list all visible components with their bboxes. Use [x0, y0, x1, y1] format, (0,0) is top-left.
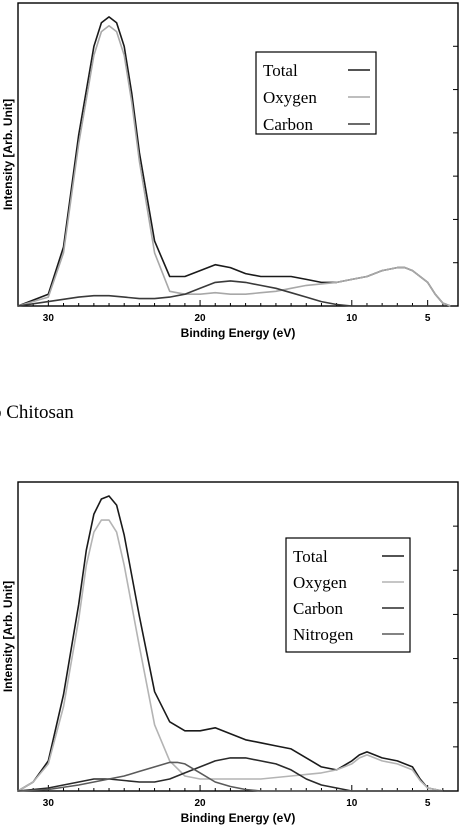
- legend-label-oxygen: Oxygen: [293, 573, 347, 592]
- chart-panel-1: 30 20 10 5 Binding Energy (eV) Intensity [Arb…: [1, 2, 459, 340]
- legend-label-carbon: Carbon: [263, 115, 314, 134]
- legend-label-total: Total: [293, 547, 328, 566]
- legend-label-carbon: Carbon: [293, 599, 344, 618]
- series-line-oxygen: [17, 519, 443, 792]
- series-line-oxygen: [17, 25, 451, 307]
- series-line-carbon: [17, 280, 443, 307]
- x-tick-label: 30: [43, 798, 55, 809]
- series-line-total: [17, 495, 443, 792]
- caption-b: b Chitosan: [0, 402, 74, 423]
- plot-frame: [17, 481, 459, 792]
- legend-label-oxygen: Oxygen: [263, 88, 317, 107]
- x-tick-label: 10: [346, 798, 358, 809]
- plot-frame: [17, 2, 459, 307]
- series-line-total: [17, 16, 451, 307]
- x-tick-label: 30: [43, 313, 55, 324]
- series-line-nitrogen: [17, 761, 443, 792]
- legend-box: [255, 51, 377, 135]
- legend-label-total: Total: [263, 61, 298, 80]
- x-tick-label: 20: [195, 313, 207, 324]
- x-tick-label: 5: [425, 313, 431, 324]
- y-axis-title: Intensity [Arb. Unit]: [1, 581, 15, 692]
- x-tick-label: 10: [346, 313, 358, 324]
- x-axis-title: Binding Energy (eV): [181, 326, 296, 340]
- x-tick-label: 5: [425, 798, 431, 809]
- legend-label-nitrogen: Nitrogen: [293, 625, 354, 644]
- legend-box: [285, 537, 411, 653]
- x-tick-label: 20: [195, 798, 207, 809]
- chart-panel-2: 30 20 10 5 Binding Energy (eV) Intensity [Arb…: [1, 481, 459, 825]
- y-axis-title: Intensity [Arb. Unit]: [1, 99, 15, 210]
- x-axis-title: Binding Energy (eV): [181, 811, 296, 825]
